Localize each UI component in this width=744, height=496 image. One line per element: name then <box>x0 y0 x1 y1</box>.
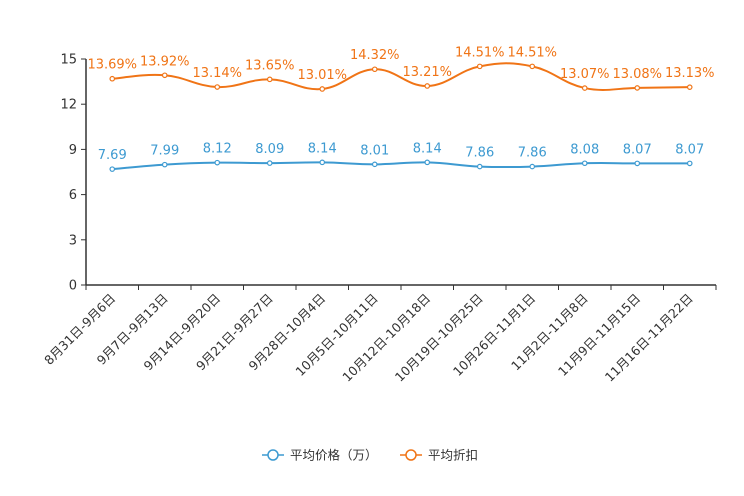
data-label: 14.32% <box>350 48 400 63</box>
legend-marker-icon <box>405 449 417 461</box>
data-point[interactable] <box>424 83 431 89</box>
data-label: 8.09 <box>255 142 284 157</box>
data-label: 8.12 <box>203 142 232 157</box>
data-point[interactable] <box>529 63 536 70</box>
data-point[interactable] <box>581 160 588 167</box>
series-avg-price: 7.69 7.99 8.12 8.09 8.14 8.01 8.14 7.86 7.86 8.08… <box>98 141 704 172</box>
x-tick-label: 10月12日-10月18日 <box>339 291 433 385</box>
x-tick-label: 11月16日-11月22日 <box>602 291 696 385</box>
legend-item-avg-discount[interactable]: 平均折扣 <box>400 448 478 463</box>
data-label: 14.51% <box>455 45 505 60</box>
data-label: 13.13% <box>665 66 715 81</box>
data-point[interactable] <box>581 85 588 91</box>
data-point[interactable] <box>214 84 221 90</box>
data-label: 8.14 <box>413 141 442 156</box>
legend-label: 平均折扣 <box>428 448 478 463</box>
data-label: 8.07 <box>675 142 704 157</box>
data-point[interactable] <box>686 84 693 90</box>
data-point[interactable] <box>634 85 641 91</box>
data-point[interactable] <box>319 86 326 92</box>
y-tick-label: 0 <box>69 279 77 294</box>
data-point[interactable] <box>319 159 326 166</box>
y-tick-label: 3 <box>69 233 77 248</box>
data-point[interactable] <box>266 160 273 166</box>
y-tick-label: 6 <box>69 188 77 203</box>
data-label: 13.69% <box>87 58 137 73</box>
data-point[interactable] <box>686 160 693 167</box>
data-point[interactable] <box>424 159 431 166</box>
data-label: 8.08 <box>570 142 599 157</box>
data-point[interactable] <box>529 163 536 170</box>
data-point[interactable] <box>476 163 483 170</box>
data-point[interactable] <box>266 76 273 83</box>
legend-marker-icon <box>267 449 279 461</box>
series-layer: 7.69 7.99 8.12 8.09 8.14 8.01 8.14 7.86 7.86 8.08… <box>87 45 715 172</box>
y-tick-label: 9 <box>69 143 77 158</box>
data-label: 13.07% <box>560 67 610 82</box>
data-label: 7.86 <box>465 146 494 161</box>
data-label: 7.99 <box>150 144 179 159</box>
y-tick-label: 12 <box>60 98 77 113</box>
data-point[interactable] <box>634 160 641 167</box>
data-label: 13.14% <box>192 66 242 81</box>
series-avg-discount: 13.69% 13.92%13.14%13.65%13.01%14.32%13.2… <box>87 45 715 92</box>
legend-label: 平均价格（万） <box>290 448 378 463</box>
series-line <box>112 161 690 171</box>
data-point[interactable] <box>214 159 221 166</box>
axes: 036912158月31日-9月6日9月7日-9月13日9月14日-9月20日9… <box>41 53 717 385</box>
data-label: 13.21% <box>402 65 452 80</box>
legend-item-avg-price[interactable]: 平均价格（万） <box>262 448 378 463</box>
data-point[interactable] <box>161 72 168 79</box>
data-label: 8.14 <box>308 141 337 156</box>
data-point[interactable] <box>371 161 378 168</box>
data-label: 13.92% <box>140 54 190 69</box>
data-point[interactable] <box>476 63 483 70</box>
y-tick-label: 15 <box>60 53 77 68</box>
data-point[interactable] <box>109 166 116 172</box>
data-label: 7.69 <box>98 148 127 163</box>
series-line <box>112 62 690 91</box>
data-label: 8.07 <box>623 142 652 157</box>
data-label: 8.01 <box>360 143 389 158</box>
data-label: 13.65% <box>245 58 295 73</box>
data-label: 13.01% <box>297 68 347 83</box>
legend[interactable]: 平均价格（万） 平均折扣 <box>262 448 478 463</box>
data-label: 7.86 <box>518 146 547 161</box>
data-point[interactable] <box>371 66 378 73</box>
data-point[interactable] <box>109 75 116 82</box>
x-tick-label: 10月19日-10月25日 <box>392 291 486 385</box>
data-point[interactable] <box>161 161 168 168</box>
data-label: 13.08% <box>612 67 662 82</box>
data-label: 14.51% <box>507 45 557 60</box>
